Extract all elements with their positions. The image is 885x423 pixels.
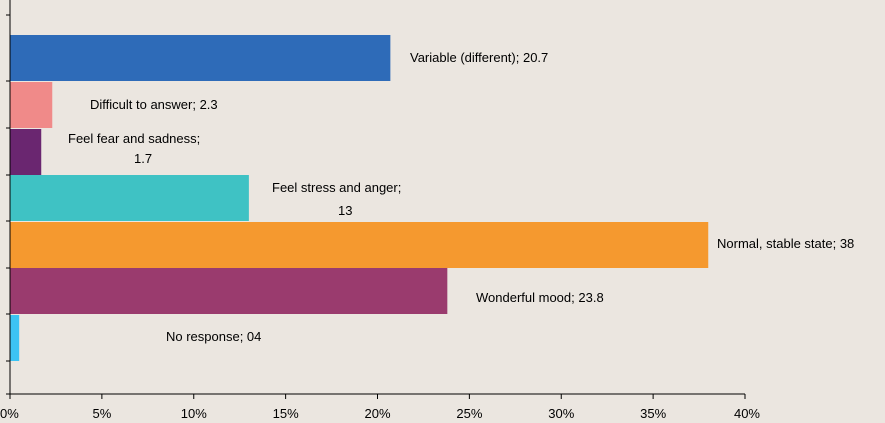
x-tick-label-0: 0% bbox=[0, 406, 19, 421]
data-label-4: Normal, stable state; 38 bbox=[717, 236, 854, 251]
bar-0 bbox=[10, 35, 391, 81]
data-label-5: Wonderful mood; 23.8 bbox=[476, 290, 604, 305]
data-label-3-line-0: Feel stress and anger; bbox=[272, 180, 401, 195]
data-label-6: No response; 04 bbox=[166, 329, 261, 344]
bar-4 bbox=[10, 222, 709, 268]
data-label-1: Difficult to answer; 2.3 bbox=[90, 97, 218, 112]
bar-3 bbox=[10, 175, 249, 221]
x-tick-label-3: 15% bbox=[273, 406, 299, 421]
x-tick-label-1: 5% bbox=[92, 406, 111, 421]
x-tick-label-8: 40% bbox=[734, 406, 760, 421]
axes-layer: 0% 5% 10% 15% 20% 25% 30% 35% 40% bbox=[0, 0, 760, 421]
data-label-2-line-1: 1.7 bbox=[134, 151, 152, 166]
x-tick-label-4: 20% bbox=[364, 406, 390, 421]
x-tick-label-5: 25% bbox=[456, 406, 482, 421]
x-tick-label-2: 10% bbox=[181, 406, 207, 421]
bar-1 bbox=[10, 82, 53, 128]
x-tick-label-6: 30% bbox=[548, 406, 574, 421]
x-tick-label-7: 35% bbox=[640, 406, 666, 421]
data-labels-layer: Variable (different); 20.7 Difficult to a… bbox=[68, 50, 854, 344]
data-label-3-line-1: 13 bbox=[338, 203, 352, 218]
data-label-0: Variable (different); 20.7 bbox=[410, 50, 548, 65]
bar-5 bbox=[10, 268, 448, 314]
data-label-2-line-0: Feel fear and sadness; bbox=[68, 131, 200, 146]
bars-layer bbox=[10, 35, 709, 361]
bar-6 bbox=[10, 315, 20, 361]
bar-2 bbox=[10, 129, 42, 175]
